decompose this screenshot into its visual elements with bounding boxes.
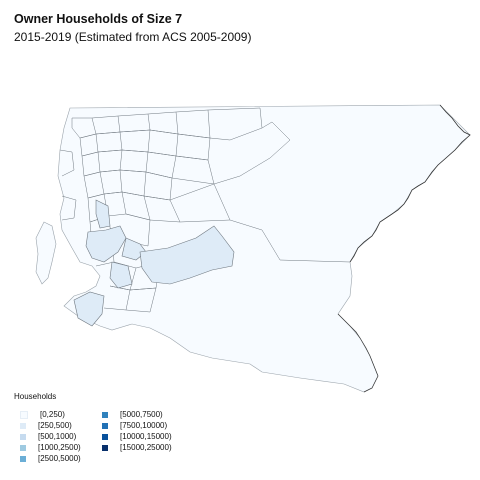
legend-item: [500,1000): [14, 431, 96, 442]
legend-item: [250,500): [14, 420, 96, 431]
legend-label: [1000,2500): [38, 443, 81, 452]
legend-column-1: [0,250) [250,500) [500,1000) [1000,2500)…: [14, 409, 96, 464]
legend-item: [0,250): [14, 409, 96, 420]
legend-item: [10000,15000): [96, 431, 178, 442]
legend-swatch: [102, 412, 108, 418]
legend-item: [1000,2500): [14, 442, 96, 453]
legend-item: [15000,25000): [96, 442, 178, 453]
legend-item: [2500,5000): [14, 453, 96, 464]
island-region: [36, 222, 56, 284]
legend-label: [7500,10000): [120, 421, 167, 430]
legend-label: [0,250): [40, 410, 65, 419]
legend-item: [7500,10000): [96, 420, 178, 431]
legend-item: [5000,7500): [96, 409, 178, 420]
legend-swatch: [20, 434, 26, 440]
legend-swatch: [102, 445, 108, 451]
legend-label: [500,1000): [38, 432, 76, 441]
legend-label: [2500,5000): [38, 454, 81, 463]
legend-label: [15000,25000): [120, 443, 172, 452]
legend: Households [0,250) [250,500) [500,1000) …: [14, 392, 178, 464]
legend-swatch: [20, 445, 26, 451]
legend-label: [250,500): [38, 421, 72, 430]
legend-swatch: [102, 434, 108, 440]
legend-column-2: [5000,7500) [7500,10000) [10000,15000) […: [96, 409, 178, 464]
legend-swatch: [102, 423, 108, 429]
legend-title: Households: [14, 392, 178, 401]
legend-swatch: [20, 423, 26, 429]
legend-swatch: [20, 411, 28, 419]
legend-label: [5000,7500): [120, 410, 163, 419]
legend-swatch: [20, 456, 26, 462]
legend-label: [10000,15000): [120, 432, 172, 441]
